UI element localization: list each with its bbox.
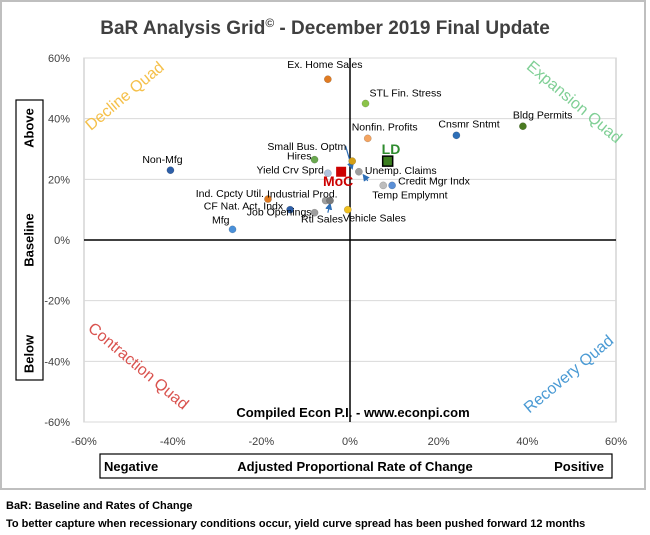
label-ld: LD: [382, 141, 401, 157]
label-non-mfg: Non-Mfg: [142, 154, 182, 166]
point-nonfin-profits: [363, 134, 372, 143]
annotation-arrow: [325, 202, 333, 213]
point-vehicle-sales: [343, 205, 352, 214]
y-tick-label: 0%: [54, 235, 70, 247]
x-tick-label: 60%: [605, 436, 627, 448]
point-unemp-claims: [355, 167, 363, 176]
axes: [84, 58, 616, 422]
y-axis-labels: Above Baseline Below: [21, 108, 36, 373]
label-hires: Hires: [287, 151, 312, 163]
y-tick-label: -40%: [44, 356, 70, 368]
point-job-openings: [310, 208, 319, 217]
x-tick-label: -20%: [248, 436, 274, 448]
tick-labels: 60% 40% 20% 0% -20% -40% -60%-60% -40% -20% 0% 20%…: [44, 53, 627, 448]
chart-title: BaR Analysis Grid© - December 2019 Final…: [100, 16, 550, 39]
label-cf-nat-act-indx: CF Nat. Act. Indx: [204, 201, 284, 213]
x-tick-label: 40%: [516, 436, 538, 448]
y-tick-label: 20%: [48, 174, 70, 186]
label-stl-fin-stress: STL Fin. Stress: [370, 88, 442, 100]
x-tick-label: 0%: [342, 436, 358, 448]
label-mfg: Mfg: [212, 214, 230, 226]
y-axis-label: Below: [21, 334, 36, 373]
y-tick-label: 40%: [48, 114, 70, 126]
label-industrial-prod: Industrial Prod.: [267, 189, 338, 201]
y-tick-label: 60%: [48, 53, 70, 65]
point-bldg-permits: [519, 122, 527, 131]
footer-line-2: To better capture when recessionary cond…: [6, 518, 586, 530]
label-cnsmr-sntmt: Cnsmr Sntmt: [438, 118, 499, 130]
x-tick-label: -60%: [71, 436, 97, 448]
point-labels: Ex. Home Sales STL Fin. Stress Nonfin. Pro…: [142, 59, 572, 226]
x-axis-label-box: [99, 453, 613, 479]
point-yield-crv-sprd: [323, 169, 332, 178]
label-credit-mgr-indx: Credit Mgr Indx: [398, 175, 471, 187]
label-ex-home-sales: Ex. Home Sales: [287, 59, 362, 71]
y-axis-label-box: [15, 99, 44, 381]
point-moc: [336, 166, 347, 177]
title-suffix: - December 2019 Final Update: [274, 18, 550, 39]
point-mfg: [228, 225, 237, 234]
y-tick-label: -20%: [44, 296, 70, 308]
label-vehicle-sales: Vehicle Sales: [343, 213, 406, 225]
annotation-arrow: [362, 173, 370, 182]
label-ind-cpcty-util: Ind. Cpcty Util.: [196, 188, 264, 200]
point-non-mfg: [166, 166, 175, 175]
point-hires: [310, 155, 319, 164]
label-yield-crv-sprd: Yield Crv Sprd: [257, 164, 324, 176]
point-stl-fin-stress: [361, 99, 370, 108]
point-small-bus-optm: [348, 157, 357, 165]
y-tick-label: -60%: [44, 417, 70, 429]
watermark: Compiled Econ P.I. - www.econpi.com: [236, 405, 469, 420]
point-ind-cpcty-util: [264, 195, 272, 203]
point-ld: [381, 155, 394, 167]
label-nonfin-profits: Nonfin. Profits: [352, 121, 418, 133]
label-temp-emplymnt: Temp Emplymnt: [372, 189, 447, 201]
title-mark: ©: [265, 16, 274, 30]
x-axis-label: Positive: [554, 459, 604, 474]
y-axis-label: Baseline: [21, 213, 36, 266]
label-job-openings: Job Openings: [247, 207, 312, 219]
label-bldg-permits: Bldg Permits: [513, 109, 573, 121]
data-points: [166, 75, 527, 234]
annotation-arrow: [344, 145, 354, 170]
y-axis-label: Above: [21, 108, 36, 148]
footer-line-1: BaR: Baseline and Rates of Change: [6, 500, 193, 512]
x-axis-labels: Negative Adjusted Proportional Rate of Ch…: [104, 459, 604, 474]
point-cnsmr-sntmt: [452, 131, 461, 140]
point-ex-home-sales: [323, 75, 332, 84]
bar-analysis-chart: BaR Analysis Grid© - December 2019 Final…: [15, 16, 627, 479]
point-rtl-sales: [326, 196, 334, 205]
point-credit-mgr-indx: [388, 181, 396, 190]
label-moc: MoC: [323, 173, 353, 189]
annotation-arrows: [325, 145, 370, 213]
x-tick-label: 20%: [428, 436, 450, 448]
x-axis-label: Negative: [104, 459, 158, 474]
label-unemp-claims: Unemp. Claims: [365, 165, 437, 177]
x-tick-label: -40%: [160, 436, 186, 448]
label-rtl-sales: Rtl Sales: [301, 214, 343, 226]
x-axis-label: Adjusted Proportional Rate of Change: [237, 459, 472, 474]
label-small-bus-optm: Small Bus. Optm: [267, 141, 346, 153]
point-temp-emplymnt: [379, 181, 388, 190]
point-cf-nat-act-indx: [286, 205, 294, 214]
